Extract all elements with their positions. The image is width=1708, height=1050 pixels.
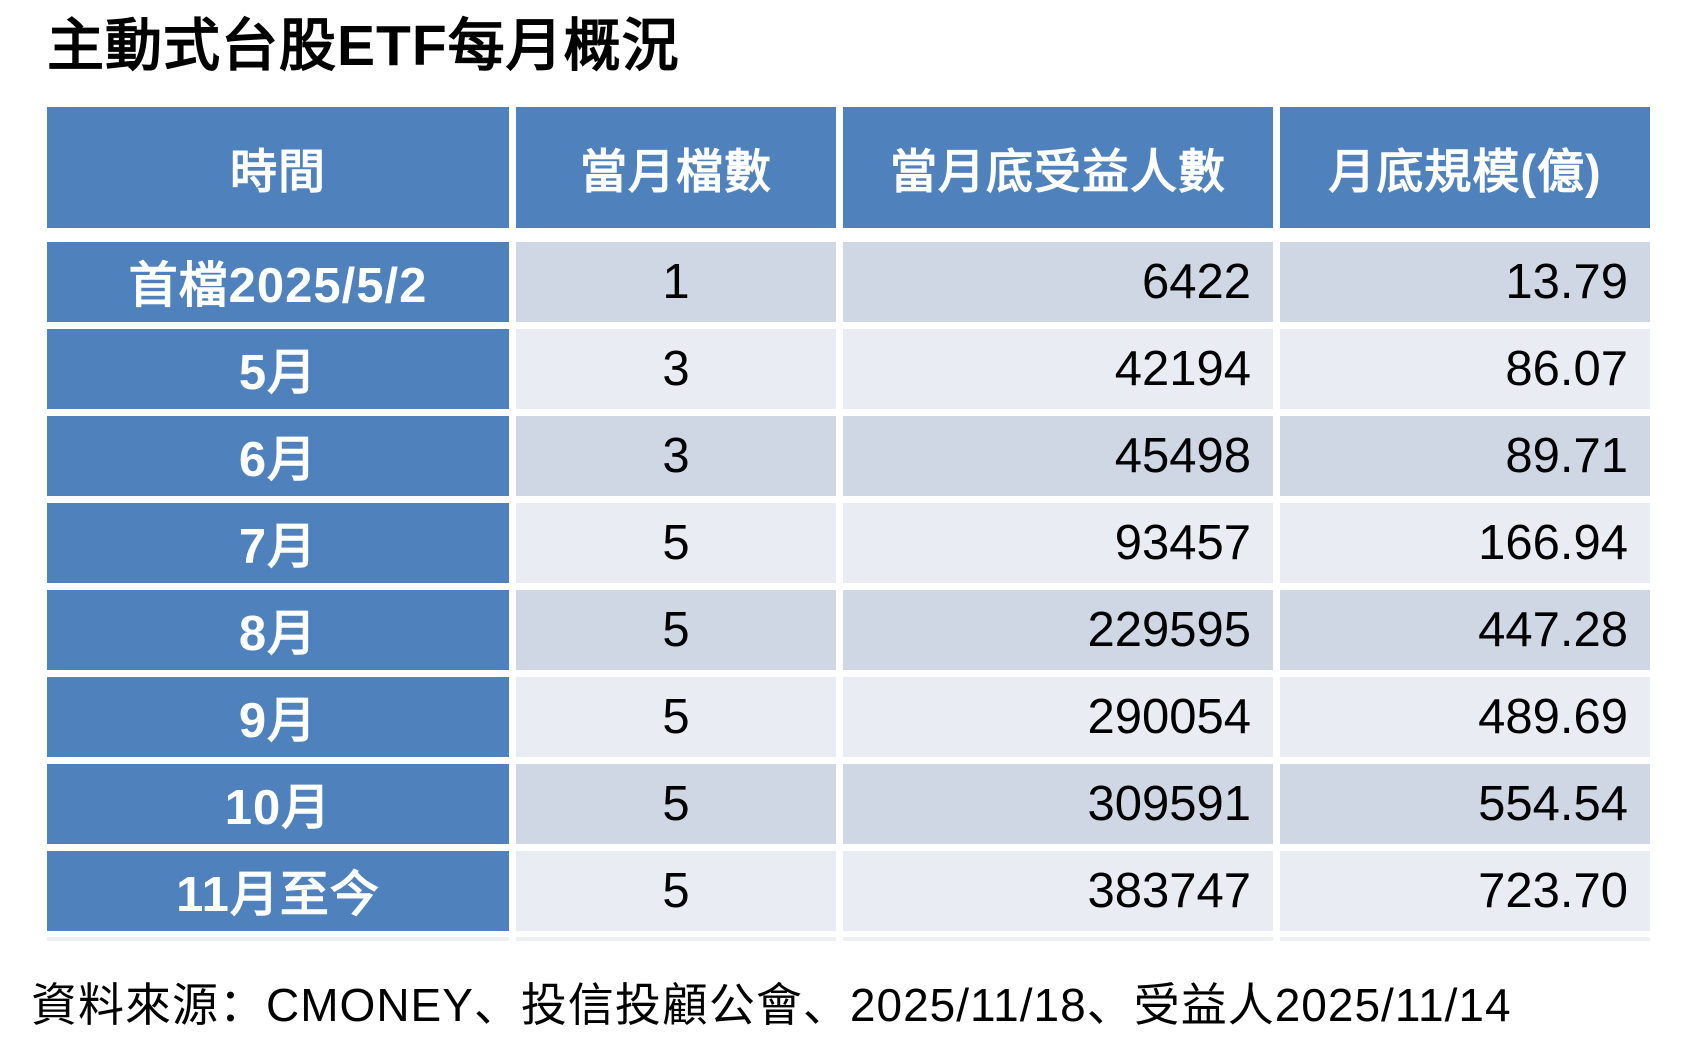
shadow-segment <box>47 936 509 941</box>
aum-cell: 554.54 <box>1280 763 1650 844</box>
row-header-cell: 9月 <box>47 676 509 757</box>
header-cell-holders: 當月底受益人數 <box>843 106 1273 228</box>
holders-cell: 290054 <box>843 676 1273 757</box>
row-header-cell: 5月 <box>47 328 509 409</box>
table-row: 6月 3 45498 89.71 <box>47 415 1650 496</box>
table-row: 首檔2025/5/2 1 6422 13.79 <box>47 241 1650 322</box>
header-cell-time: 時間 <box>47 106 509 228</box>
row-header-cell: 8月 <box>47 589 509 670</box>
table-row: 7月 5 93457 166.94 <box>47 502 1650 583</box>
fund-count-cell: 3 <box>516 415 836 496</box>
table-row: 5月 3 42194 86.07 <box>47 328 1650 409</box>
fund-count-cell: 5 <box>516 589 836 670</box>
table-row: 9月 5 290054 489.69 <box>47 676 1650 757</box>
fund-count-cell: 5 <box>516 850 836 931</box>
row-header-cell: 10月 <box>47 763 509 844</box>
row-header-cell: 7月 <box>47 502 509 583</box>
fund-count-cell: 3 <box>516 328 836 409</box>
header-cell-aum: 月底規模(億) <box>1280 106 1650 228</box>
fund-count-cell: 1 <box>516 241 836 322</box>
aum-cell: 166.94 <box>1280 502 1650 583</box>
shadow-segment <box>1280 936 1650 941</box>
aum-cell: 89.71 <box>1280 415 1650 496</box>
fund-count-cell: 5 <box>516 676 836 757</box>
row-header-cell: 11月至今 <box>47 850 509 931</box>
holders-cell: 93457 <box>843 502 1273 583</box>
shadow-segment <box>516 936 836 941</box>
aum-cell: 447.28 <box>1280 589 1650 670</box>
holders-cell: 309591 <box>843 763 1273 844</box>
fund-count-cell: 5 <box>516 763 836 844</box>
page-title: 主動式台股ETF每月概況 <box>47 14 680 78</box>
aum-cell: 13.79 <box>1280 241 1650 322</box>
aum-cell: 723.70 <box>1280 850 1650 931</box>
shadow-segment <box>843 936 1273 941</box>
row-header-cell: 首檔2025/5/2 <box>47 241 509 322</box>
table-row: 8月 5 229595 447.28 <box>47 589 1650 670</box>
table-row: 11月至今 5 383747 723.70 <box>47 850 1650 931</box>
table-row: 10月 5 309591 554.54 <box>47 763 1650 844</box>
holders-cell: 229595 <box>843 589 1273 670</box>
holders-cell: 383747 <box>843 850 1273 931</box>
aum-cell: 489.69 <box>1280 676 1650 757</box>
row-header-cell: 6月 <box>47 415 509 496</box>
table-header-row: 時間 當月檔數 當月底受益人數 月底規模(億) <box>47 106 1650 228</box>
fund-count-cell: 5 <box>516 502 836 583</box>
table-bottom-shadow <box>47 936 1650 941</box>
holders-cell: 45498 <box>843 415 1273 496</box>
holders-cell: 42194 <box>843 328 1273 409</box>
header-cell-fund-count: 當月檔數 <box>516 106 836 228</box>
holders-cell: 6422 <box>843 241 1273 322</box>
etf-monthly-table: 時間 當月檔數 當月底受益人數 月底規模(億) 首檔2025/5/2 1 642… <box>47 106 1650 941</box>
source-note: 資料來源：CMONEY、投信投顧公會、2025/11/18、受益人2025/11… <box>31 978 1512 1031</box>
aum-cell: 86.07 <box>1280 328 1650 409</box>
